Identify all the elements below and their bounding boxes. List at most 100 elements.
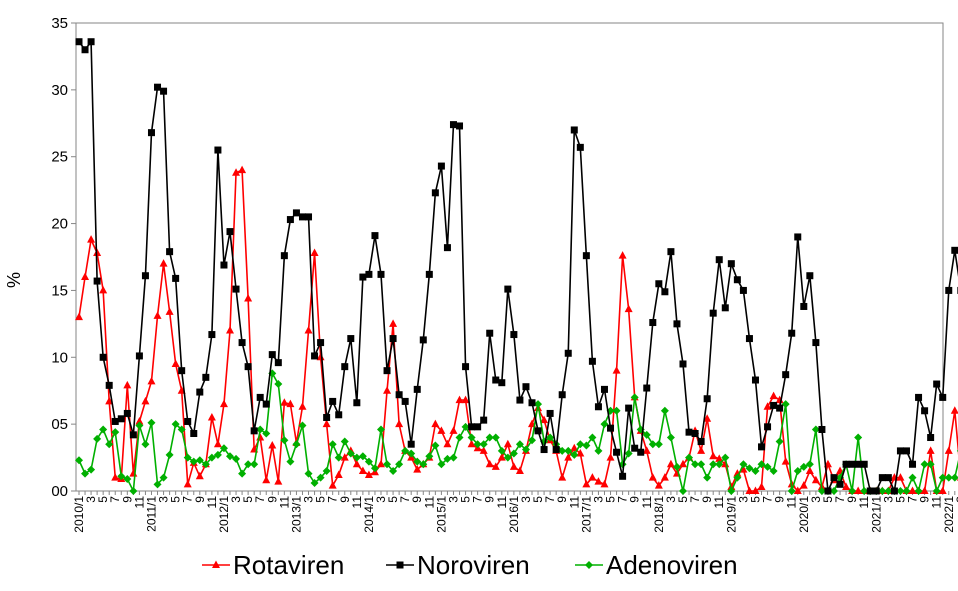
x-tick-label: 9 (410, 496, 424, 503)
x-tick-label: 5 (748, 496, 762, 503)
data-point-noroviren (353, 399, 361, 407)
data-point-rotaviren (377, 459, 385, 468)
data-point-rotaviren (679, 459, 687, 468)
data-point-noroviren (770, 401, 778, 409)
data-point-noroviren (703, 395, 711, 403)
data-point-adenoviren (558, 446, 567, 455)
data-point-noroviren (196, 388, 204, 396)
data-point-rotaviren (183, 479, 192, 488)
data-point-noroviren (691, 430, 699, 438)
x-tick-label: 7 (108, 496, 122, 503)
data-point-noroviren (311, 352, 319, 360)
data-point-noroviren (667, 248, 675, 256)
data-point-rotaviren (443, 439, 452, 448)
x-tick-label: 11 (640, 496, 654, 509)
y-axis-title: % (4, 272, 24, 288)
data-point-adenoviren (340, 437, 349, 446)
data-point-noroviren (751, 376, 759, 384)
x-tick-label: 11 (350, 496, 364, 509)
x-tick-label: 9 (193, 496, 207, 503)
data-point-adenoviren (576, 440, 585, 449)
data-point-noroviren (902, 447, 910, 455)
x-tick-label: 9 (120, 496, 134, 503)
data-point-noroviren (329, 397, 337, 405)
legend-label-noroviren: Noroviren (417, 550, 530, 580)
legend-item-adenoviren: Adenoviren (575, 550, 738, 580)
data-point-rotaviren (147, 376, 156, 385)
data-point-adenoviren (491, 433, 500, 442)
data-point-adenoviren (793, 466, 802, 475)
data-point-adenoviren (461, 422, 470, 431)
data-point-adenoviren (401, 446, 410, 455)
data-point-adenoviren (298, 421, 307, 430)
data-point-rotaviren (558, 473, 567, 481)
y-tick-label: 10 (51, 349, 68, 366)
data-point-noroviren (462, 363, 470, 371)
data-point-noroviren (141, 272, 149, 280)
data-point-adenoviren (75, 456, 83, 465)
data-point-noroviren (945, 286, 953, 294)
data-point-noroviren (824, 487, 832, 495)
data-point-noroviren (274, 359, 282, 367)
data-point-adenoviren (630, 393, 639, 402)
legend-marker-adenoviren (585, 561, 593, 569)
data-point-adenoviren (437, 460, 446, 469)
data-point-rotaviren (648, 473, 657, 481)
x-tick-label: 3 (954, 496, 958, 503)
data-point-noroviren (250, 427, 258, 435)
data-point-adenoviren (226, 452, 234, 461)
data-point-adenoviren (310, 478, 319, 487)
data-point-noroviren (679, 360, 687, 368)
data-point-noroviren (280, 252, 288, 260)
x-tick-label: 5 (241, 496, 255, 503)
data-point-rotaviren (207, 412, 216, 421)
data-point-rotaviren (618, 251, 627, 259)
data-point-rotaviren (588, 473, 597, 481)
data-point-adenoviren (425, 452, 434, 461)
data-point-noroviren (105, 381, 113, 389)
data-point-adenoviren (485, 433, 494, 442)
data-point-noroviren (933, 380, 941, 388)
data-point-rotaviren (87, 235, 96, 243)
y-tick-label: 30 (51, 82, 68, 99)
data-point-noroviren (582, 252, 590, 260)
x-tick-label: 5 (169, 496, 183, 503)
data-point-noroviren (812, 339, 820, 347)
data-point-rotaviren (745, 486, 754, 494)
data-point-rotaviren (491, 462, 500, 470)
data-point-noroviren (534, 427, 542, 435)
data-point-noroviren (739, 286, 747, 294)
data-point-noroviren (202, 373, 210, 381)
data-point-rotaviren (920, 486, 929, 494)
data-point-noroviren (449, 121, 457, 129)
data-point-adenoviren (528, 436, 536, 445)
y-tick-label: 15 (51, 282, 68, 299)
data-point-noroviren (220, 261, 228, 269)
x-tick-label: 2021/1 (869, 496, 883, 533)
x-tick-label: 7 (833, 496, 847, 503)
data-point-adenoviren (733, 473, 742, 482)
data-point-adenoviren (811, 425, 820, 434)
data-point-adenoviren (672, 462, 681, 471)
data-point-adenoviren (648, 440, 657, 449)
data-point-rotaviren (334, 470, 343, 478)
data-point-adenoviren (503, 453, 512, 462)
data-point-rotaviren (660, 473, 669, 481)
data-point-rotaviren (455, 395, 464, 404)
data-point-noroviren (727, 260, 735, 268)
legend-label-rotaviren: Rotaviren (233, 550, 344, 580)
x-tick-label: 3 (229, 496, 243, 503)
data-point-noroviren (709, 309, 717, 317)
data-point-rotaviren (352, 459, 361, 468)
data-point-adenoviren (564, 446, 573, 455)
x-tick-label: 3 (157, 496, 171, 503)
data-point-adenoviren (697, 460, 706, 469)
data-point-adenoviren (757, 460, 766, 469)
legend-item-rotaviren: Rotaviren (202, 550, 344, 580)
data-point-noroviren (516, 396, 524, 404)
data-point-rotaviren (395, 419, 404, 428)
data-point-adenoviren (763, 462, 772, 471)
data-point-adenoviren (105, 440, 114, 449)
data-point-adenoviren (805, 460, 814, 469)
data-point-noroviren (915, 393, 923, 401)
